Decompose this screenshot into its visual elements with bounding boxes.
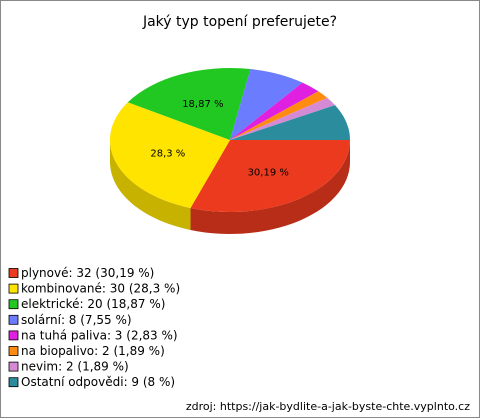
legend-swatch	[8, 268, 19, 278]
chart-title: Jaký typ topení preferujete?	[142, 14, 337, 30]
legend-label: kombinované: 30 (28,3 %)	[21, 282, 180, 296]
legend-label: solární: 8 (7,55 %)	[21, 313, 132, 327]
slice-side	[110, 140, 191, 230]
slice	[127, 68, 251, 140]
legend-label: nevim: 2 (1,89 %)	[21, 360, 129, 374]
legend-swatch	[8, 283, 19, 294]
slice-label: 18,87 %	[182, 99, 223, 110]
slice	[230, 69, 303, 140]
legend-swatch	[8, 314, 19, 325]
legend-label: na biopalivo: 2 (1,89 %)	[21, 344, 165, 358]
legend-label: na tuhá paliva: 3 (2,83 %)	[21, 328, 178, 342]
slice	[190, 140, 350, 213]
legend-label: plynové: 32 (30,19 %)	[21, 266, 154, 280]
slice	[230, 82, 319, 140]
slice-side	[190, 140, 350, 234]
legend-label: elektrické: 20 (18,87 %)	[21, 297, 165, 311]
legend-swatch	[8, 346, 19, 356]
legend-swatch	[8, 377, 19, 388]
slice	[230, 91, 328, 140]
slice	[109, 102, 230, 208]
slice	[230, 97, 336, 140]
legend-swatch	[8, 299, 19, 310]
legend-label: Ostatní odpovědi: 9 (8 %)	[21, 375, 175, 389]
slice-label: 30,19 %	[248, 167, 289, 178]
slice-label: 28,3 %	[150, 148, 185, 159]
legend-swatch	[8, 361, 19, 372]
slice	[230, 105, 350, 140]
legend-swatch	[8, 330, 19, 341]
source-note: zdroj: https://jak-bydlite-a-jak-byste-c…	[186, 400, 470, 413]
